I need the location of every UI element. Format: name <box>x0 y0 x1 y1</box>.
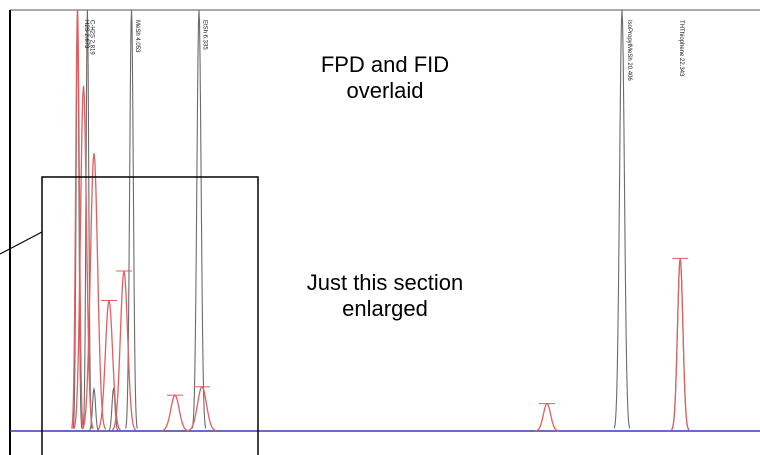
peak-label-5: THThiophene 22.343 <box>678 20 684 77</box>
peak-label-1: C-H2S 2.819 <box>88 20 94 55</box>
fpd-peak-5 <box>161 394 189 432</box>
fid-peak-5 <box>191 9 207 429</box>
fpd-peak-6 <box>187 385 217 432</box>
fpd-peak-2 <box>81 153 107 430</box>
fid-peak-4 <box>125 9 138 429</box>
peak-label-layer: H2S 2.673 C-H2S 2.819 MeSh 4.053 EtSh 6.335… <box>83 20 684 81</box>
peak-label-3: EtSh 6.335 <box>202 20 208 50</box>
zoom-region-box <box>41 176 259 455</box>
fpd-peak-0 <box>71 9 84 429</box>
peak-label-4: IsoPropylMeSh 20.406 <box>626 20 632 81</box>
fid-peak-6 <box>613 9 631 429</box>
trace-layer <box>71 9 690 432</box>
fid-peak-2 <box>88 386 100 432</box>
fpd-peak-1 <box>73 85 94 430</box>
fid-peak-7 <box>671 258 690 431</box>
peak-label-0: H2S 2.673 <box>83 20 89 49</box>
fid-peak-1 <box>82 9 93 429</box>
enlarge-caption: Just this section enlarged <box>306 270 464 321</box>
fpd-peak-8 <box>670 258 690 431</box>
fid-peak-3 <box>108 386 119 432</box>
zoom-pointer-line <box>0 231 43 255</box>
overlay-caption: FPD and FID overlaid <box>320 52 450 103</box>
fpd-peak-7 <box>535 402 559 432</box>
peak-label-2: MeSh 4.053 <box>134 20 140 53</box>
